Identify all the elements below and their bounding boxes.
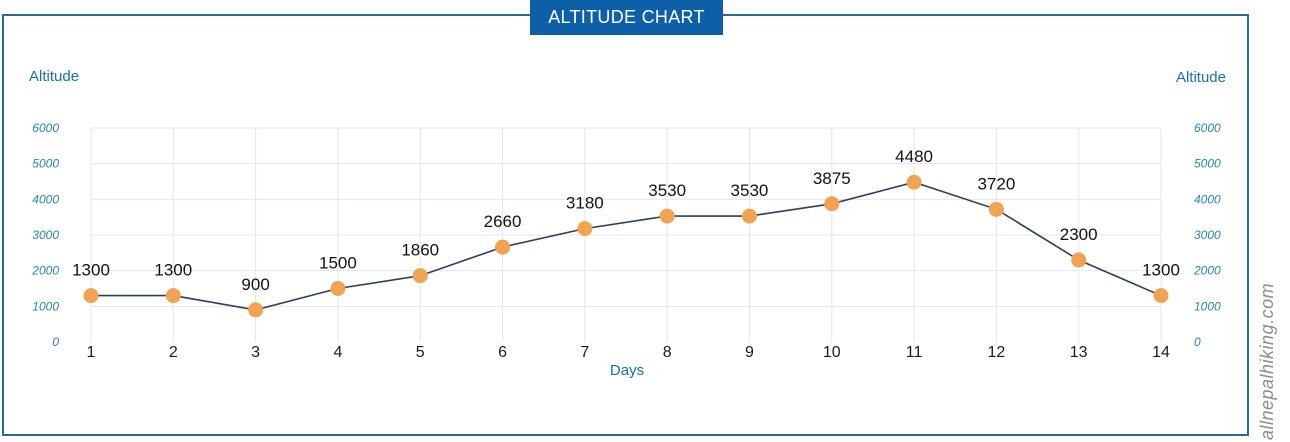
y-tick-label-right: 0: [1194, 335, 1201, 349]
data-label: 1300: [154, 261, 192, 280]
y-tick-label-right: 5000: [1194, 157, 1221, 171]
data-point: [83, 288, 99, 304]
data-point: [330, 281, 346, 296]
data-label: 3720: [977, 174, 1015, 193]
x-tick-label: 5: [416, 344, 425, 361]
data-label: 1860: [401, 241, 439, 260]
x-axis-ticks: 1 2 3 4 5 6 7 8 9 10 11 12 13 14: [87, 344, 1170, 361]
x-tick-label: 10: [823, 344, 841, 361]
x-tick-label: 11: [906, 344, 923, 361]
y-axis-ticks: 0 0 1000 1000 2000 2000 3000 3000 4000 4000 5000 50…: [31, 121, 1221, 349]
data-label: 3180: [566, 194, 604, 213]
data-label: 2300: [1060, 225, 1098, 244]
data-point: [165, 288, 181, 304]
data-label: 3530: [648, 181, 686, 200]
data-point: [1071, 252, 1087, 268]
x-tick-label: 6: [498, 344, 507, 361]
data-label: 3875: [813, 169, 851, 188]
y-tick-label-right: 1000: [1194, 299, 1221, 313]
data-point: [1153, 288, 1169, 304]
x-tick-label: 8: [663, 344, 672, 361]
data-point: [741, 208, 757, 224]
x-tick-label: 4: [333, 344, 342, 361]
y-tick-label-left: 6000: [32, 121, 59, 135]
data-point: [824, 196, 840, 212]
y-tick-label-right: 6000: [1194, 121, 1221, 135]
data-label: 4480: [895, 147, 933, 166]
y-tick-label-left: 2000: [31, 264, 59, 278]
x-tick-label: 1: [87, 344, 96, 361]
data-label: 2660: [484, 212, 522, 231]
y-tick-label-right: 4000: [1194, 192, 1221, 206]
x-tick-label: 13: [1070, 344, 1088, 361]
x-tick-label: 2: [169, 344, 178, 361]
grid: [90, 127, 1162, 342]
data-label: 1300: [1142, 261, 1180, 280]
data-label: 1300: [72, 261, 110, 280]
data-point: [906, 174, 922, 190]
y-tick-label-left: 1000: [32, 299, 59, 313]
data-point: [495, 239, 511, 255]
y-axis-title-left: Altitude: [29, 68, 79, 85]
data-labels: 1300 1300 900 1500 1860 2660 3180 3530 3530 3875 4…: [72, 147, 1180, 294]
x-tick-label: 14: [1152, 344, 1170, 361]
x-tick-label: 7: [580, 344, 589, 361]
data-point: [988, 201, 1004, 217]
x-axis-title: Days: [610, 362, 644, 379]
y-tick-label-left: 4000: [32, 192, 59, 206]
y-tick-label-left: 0: [52, 335, 59, 349]
data-point: [248, 302, 264, 318]
x-tick-label: 9: [745, 344, 754, 361]
data-label: 900: [241, 275, 269, 294]
data-label: 1500: [319, 254, 357, 273]
x-tick-label: 3: [251, 344, 260, 361]
y-tick-label-right: 3000: [1194, 228, 1221, 242]
altitude-chart: 0 0 1000 1000 2000 2000 3000 3000 4000 4000 5000 50…: [29, 68, 1226, 379]
data-point: [412, 268, 428, 284]
chart-title-banner: ALTITUDE CHART: [530, 0, 723, 35]
y-tick-label-right: 2000: [1193, 264, 1221, 278]
altitude-series-line: [91, 181, 1162, 311]
x-tick-label: 12: [987, 344, 1005, 361]
watermark-text: allnepalhiking.com: [1257, 282, 1277, 440]
data-label: 3530: [731, 181, 769, 200]
data-markers: [83, 174, 1169, 318]
data-point: [577, 221, 593, 237]
data-point: [659, 208, 675, 224]
y-tick-label-left: 3000: [32, 228, 59, 242]
y-axis-title-right: Altitude: [1176, 69, 1226, 86]
y-tick-label-left: 5000: [32, 157, 59, 171]
